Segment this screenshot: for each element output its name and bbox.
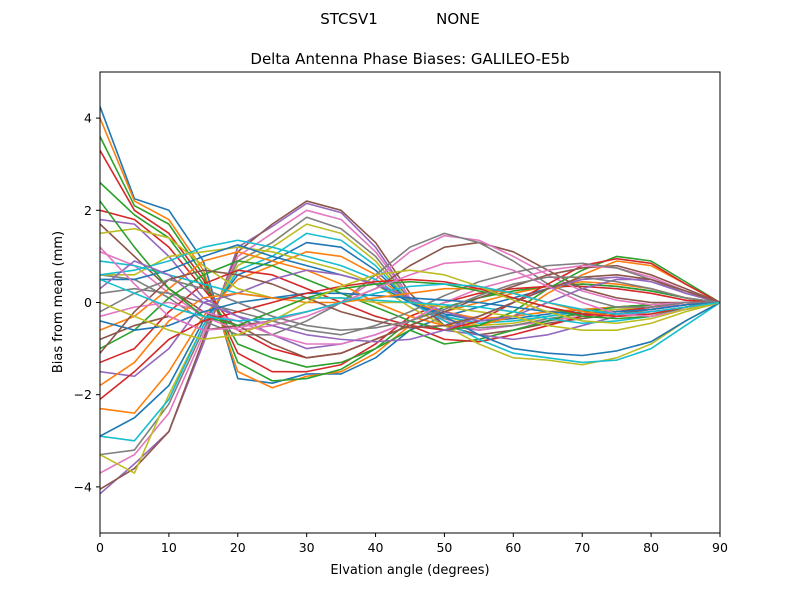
series-line-s34: [100, 278, 720, 400]
x-tick-label: 0: [96, 540, 104, 555]
suptitle-left: STCSV1: [320, 10, 378, 28]
y-axis-ticks: −4 −2 0 2 4: [74, 111, 100, 494]
x-tick-label: 80: [643, 540, 659, 555]
y-tick-label: −2: [74, 387, 92, 402]
series-layer: [100, 106, 720, 495]
x-tick-label: 50: [436, 540, 452, 555]
series-line-s36: [100, 269, 720, 354]
x-axis-ticks: 0 10 20 30 40 50 60 70 80 90: [96, 533, 728, 555]
x-tick-label: 10: [161, 540, 177, 555]
series-line-s40: [100, 278, 720, 322]
x-tick-label: 60: [505, 540, 521, 555]
series-line-s30: [100, 260, 720, 325]
y-tick-label: 2: [84, 203, 92, 218]
series-line-s35: [100, 260, 720, 343]
y-tick-label: 0: [84, 295, 92, 310]
series-line-s19: [100, 246, 720, 366]
series-line-s39: [100, 269, 720, 341]
y-tick-label: −4: [74, 479, 92, 494]
suptitle-right: NONE: [436, 10, 480, 28]
series-line-s22: [100, 250, 720, 331]
y-axis-label: Bias from mean (mm): [51, 231, 66, 373]
series-line-s38: [100, 276, 720, 331]
x-tick-label: 90: [712, 540, 728, 555]
x-tick-label: 20: [230, 540, 246, 555]
x-axis-label: Elvation angle (degrees): [330, 563, 489, 578]
chart-title: Delta Antenna Phase Biases: GALILEO-E5b: [250, 50, 569, 68]
x-tick-label: 70: [574, 540, 590, 555]
series-line-s31: [100, 292, 720, 331]
y-tick-label: 4: [84, 111, 92, 126]
x-tick-label: 30: [299, 540, 315, 555]
x-tick-label: 40: [368, 540, 384, 555]
